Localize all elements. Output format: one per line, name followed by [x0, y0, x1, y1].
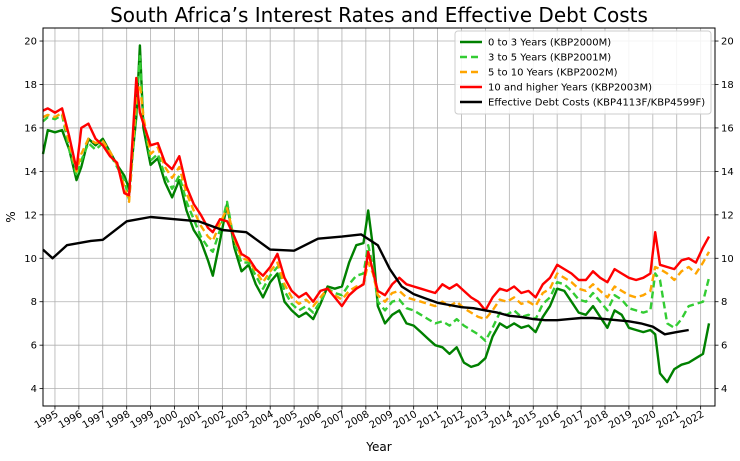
y-tick-label-right: 10 [721, 254, 734, 265]
series-line-2 [42, 55, 711, 342]
legend-box [454, 30, 712, 115]
plot-area-frame [42, 27, 716, 407]
y-tick-label-left: 18 [24, 80, 37, 91]
series-line-3 [42, 83, 711, 321]
y-tick-label-right: 4 [721, 384, 727, 395]
y-tick-label-left: 6 [31, 341, 37, 352]
y-tick-label-left: 10 [24, 254, 37, 265]
y-tick-label-right: 12 [721, 210, 734, 221]
legend: 0 to 3 Years (KBP2000M) 3 to 5 Years (KBP… [454, 30, 712, 115]
y-tick-label-right: 8 [721, 297, 727, 308]
y-tick-label-left: 20 [24, 37, 37, 48]
series-line-4 [42, 76, 711, 312]
y-tick-label-left: 12 [24, 210, 37, 221]
legend-label-2: 3 to 5 Years (KBP2001M) [488, 53, 611, 64]
series-line-1 [41, 44, 711, 384]
y-tick-label-left: 14 [24, 167, 37, 178]
y-tick-label-right: 6 [721, 341, 727, 352]
y-tick-label-right: 14 [721, 167, 734, 178]
legend-label-1: 0 to 3 Years (KBP2000M) [488, 38, 611, 49]
y-axis-label: % [4, 211, 18, 222]
y-tick-label-left: 16 [24, 123, 37, 134]
x-axis-label: Year [365, 440, 391, 454]
legend-label-4: 10 and higher Years (KBP2003M) [488, 83, 652, 94]
legend-label-3: 5 to 10 Years (KBP2002M) [488, 68, 618, 79]
series-layer [41, 44, 711, 384]
y-tick-label-left: 4 [31, 384, 37, 395]
y-tick-label-right: 20 [721, 37, 734, 48]
y-tick-label-right: 16 [721, 123, 734, 134]
legend-label-5: Effective Debt Costs (KBP4113F/KBP4599F) [488, 98, 705, 109]
series-line-5 [42, 215, 689, 336]
y-tick-label-left: 8 [31, 297, 37, 308]
chart-title: South Africa’s Interest Rates and Effect… [110, 3, 648, 27]
y-tick-label-right: 18 [721, 80, 734, 91]
